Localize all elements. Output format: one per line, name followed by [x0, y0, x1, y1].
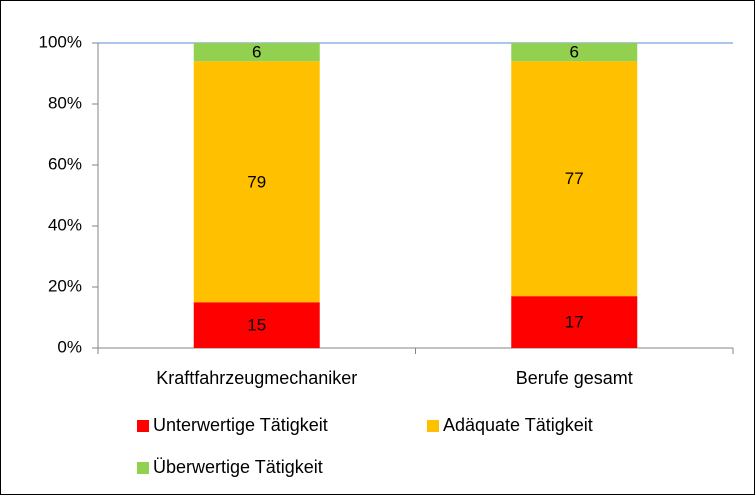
- data-label: 79: [247, 172, 266, 191]
- bar-segment: [511, 61, 638, 297]
- legend-swatch: [137, 462, 149, 474]
- legend-swatch: [137, 420, 149, 432]
- y-tick-label: 0%: [57, 337, 82, 356]
- legend-label: Überwertige Tätigkeit: [153, 457, 323, 477]
- data-label: 77: [565, 169, 584, 188]
- bar-segment: [193, 302, 320, 348]
- y-tick-label: 40%: [48, 215, 82, 234]
- data-label: 6: [252, 43, 261, 62]
- legend-label: Unterwertige Tätigkeit: [153, 415, 328, 435]
- bar-segment: [193, 61, 320, 303]
- bar-segment: [193, 43, 320, 62]
- x-tick-label: Berufe gesamt: [516, 368, 633, 388]
- legend-label: Adäquate Tätigkeit: [443, 415, 593, 435]
- data-label: 15: [247, 316, 266, 335]
- y-tick-label: 100%: [39, 32, 82, 51]
- bar-segment: [511, 296, 638, 348]
- data-label: 17: [565, 313, 584, 332]
- x-tick-label: Kraftfahrzeugmechaniker: [156, 368, 357, 388]
- legend-swatch: [427, 420, 439, 432]
- y-tick-label: 80%: [48, 93, 82, 112]
- y-tick-label: 60%: [48, 154, 82, 173]
- bar-segment: [511, 43, 638, 62]
- data-label: 6: [570, 43, 579, 62]
- y-tick-label: 20%: [48, 276, 82, 295]
